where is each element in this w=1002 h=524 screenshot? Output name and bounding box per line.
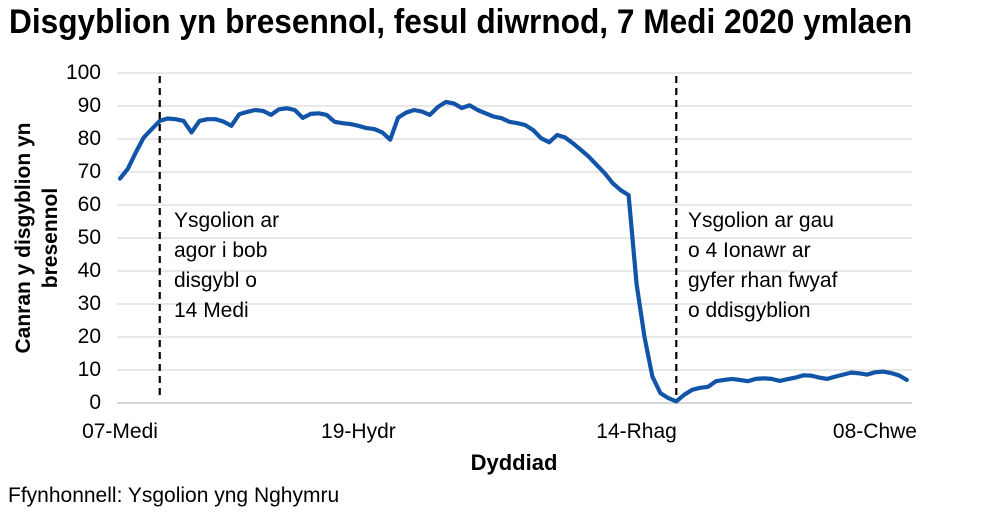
annotation-line: o ddisgyblion [688,299,811,322]
y-tick-label: 60 [77,193,101,216]
annotation-schools-closed: Ysgolion ar gau o 4 Ionawr ar gyfer rhan… [688,206,837,326]
y-tick-label: 90 [77,94,101,117]
y-tick-label: 80 [77,127,101,150]
y-tick-label: 50 [77,226,101,249]
chart-title: Disgyblion yn bresennol, fesul diwrnod, … [9,3,913,41]
y-tick-label: 20 [77,325,101,348]
x-tick-label: 19-Hydr [321,420,396,443]
data-series-line [117,99,909,404]
x-axis-title: Dyddiad [470,450,558,475]
y-tick-label: 0 [89,391,101,414]
annotation-schools-open: Ysgolion ar agor i bob disgybl o 14 Medi [174,206,279,326]
x-tick-label: 07-Medi [82,420,158,443]
annotation-line: Ysgolion ar [174,209,280,232]
y-tick-label: 70 [77,160,101,183]
x-tick-label: 14-Rhag [596,420,677,443]
annotation-line: disgybl o [174,269,257,292]
annotation-line: gyfer rhan fwyaf [688,269,838,292]
source-note: Ffynhonnell: Ysgolion yng Nghymru [8,484,340,507]
y-tick-label: 40 [77,259,101,282]
annotation-line: 14 Medi [174,299,249,322]
y-tick-label: 30 [77,292,101,315]
annotation-line: o 4 Ionawr ar [688,239,811,262]
annotation-line: Ysgolion ar gau [688,209,834,232]
x-tick-label: 08-Chwe [832,420,917,443]
annotation-line: agor i bob [174,239,268,262]
y-tick-label: 10 [77,358,101,381]
y-tick-label: 100 [65,61,101,84]
